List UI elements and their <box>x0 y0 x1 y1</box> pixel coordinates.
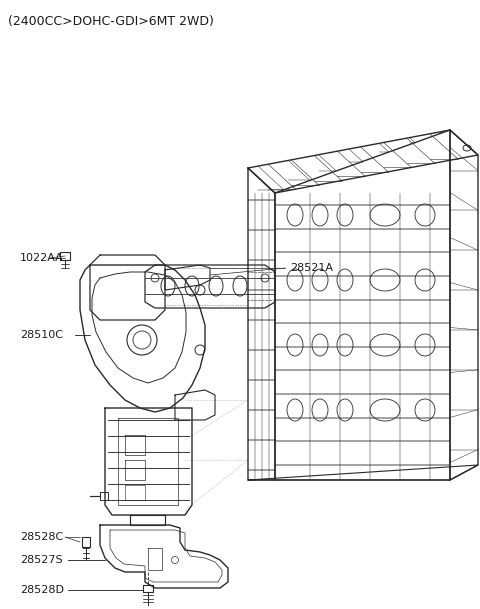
Text: 28528C: 28528C <box>20 532 63 542</box>
Text: 28510C: 28510C <box>20 330 63 340</box>
Text: 28521A: 28521A <box>290 263 333 273</box>
Text: (2400CC>DOHC-GDI>6MT 2WD): (2400CC>DOHC-GDI>6MT 2WD) <box>8 15 214 28</box>
Text: 28528D: 28528D <box>20 585 64 595</box>
Text: 28527S: 28527S <box>20 555 62 565</box>
Text: 1022AA: 1022AA <box>20 253 64 263</box>
